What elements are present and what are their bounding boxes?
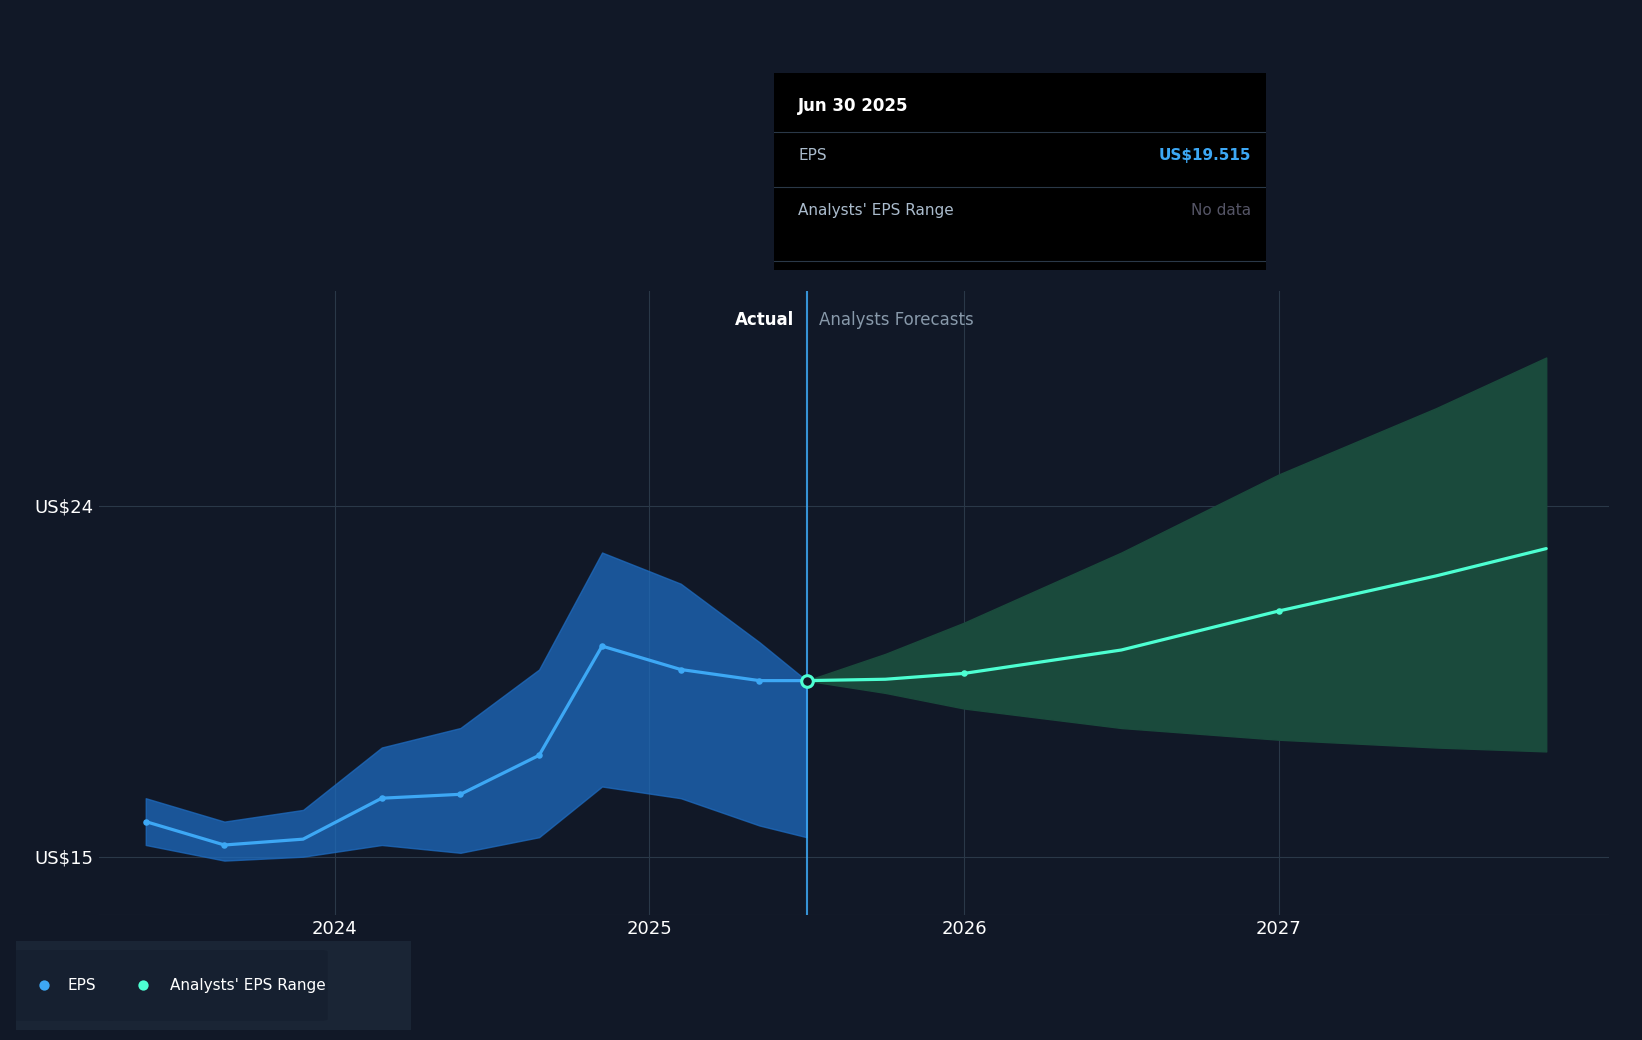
Point	[589, 638, 616, 654]
Point	[951, 666, 977, 682]
Text: EPS: EPS	[67, 978, 97, 993]
Text: Analysts Forecasts: Analysts Forecasts	[819, 311, 974, 329]
Text: EPS: EPS	[798, 148, 828, 163]
Point	[793, 672, 819, 688]
Text: Actual: Actual	[734, 311, 795, 329]
FancyBboxPatch shape	[13, 951, 115, 1021]
Point	[1266, 602, 1292, 619]
Point	[212, 836, 238, 853]
Point	[369, 790, 396, 807]
Text: Analysts' EPS Range: Analysts' EPS Range	[171, 978, 325, 993]
Point	[668, 661, 695, 678]
Text: No data: No data	[1192, 203, 1251, 218]
Text: US$19.515: US$19.515	[1159, 148, 1251, 163]
Point	[745, 672, 772, 688]
Text: Analysts' EPS Range: Analysts' EPS Range	[798, 203, 954, 218]
Point	[447, 786, 473, 803]
Text: Jun 30 2025: Jun 30 2025	[798, 97, 910, 114]
Point	[133, 813, 159, 830]
FancyBboxPatch shape	[107, 951, 328, 1021]
Point	[130, 978, 156, 994]
Point	[525, 747, 552, 763]
Point	[31, 978, 57, 994]
